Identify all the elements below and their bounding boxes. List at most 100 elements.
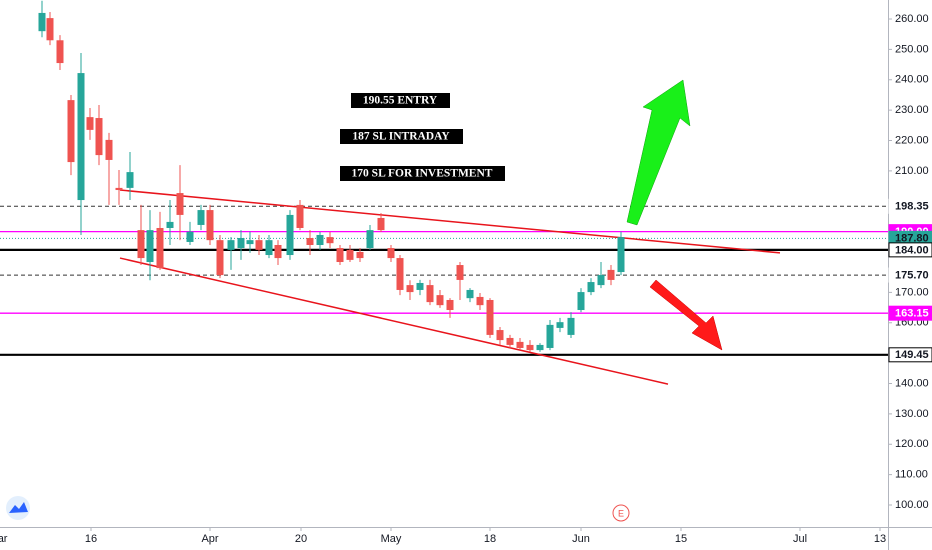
- candle-body: [227, 240, 235, 250]
- level-label: 184.00: [895, 244, 929, 256]
- candle-body: [274, 245, 282, 259]
- candle-body: [476, 296, 484, 306]
- candle-body: [617, 237, 625, 273]
- candle-body: [496, 330, 504, 341]
- level-label-box: [888, 267, 932, 283]
- candle-body: [186, 231, 194, 242]
- candle-body: [456, 265, 464, 280]
- candle-body: [115, 187, 123, 191]
- level-label: 187.80: [895, 233, 929, 245]
- x-tick-label: 15: [675, 533, 687, 545]
- candle-body: [156, 227, 164, 269]
- up-arrow: [626, 79, 691, 226]
- x-tick-label: Mar: [0, 533, 8, 545]
- y-tick-label: 210.00: [895, 165, 929, 177]
- candle-body: [237, 238, 245, 249]
- annotation-box: [351, 93, 450, 108]
- candle-body: [587, 282, 595, 293]
- candle-body: [95, 118, 103, 156]
- annotation-box: [340, 129, 463, 144]
- trend-line: [119, 257, 669, 385]
- y-tick-label: 230.00: [895, 104, 929, 116]
- x-tick-label: 20: [295, 533, 307, 545]
- candle-body: [356, 251, 364, 259]
- y-tick-label: 120.00: [895, 438, 929, 450]
- candle-body: [546, 324, 554, 348]
- y-tick-label: 170.00: [895, 286, 929, 298]
- level-label-box: [888, 242, 932, 258]
- level-label: 175.70: [895, 269, 929, 281]
- candle-body: [286, 214, 294, 256]
- candle-body: [556, 322, 564, 328]
- y-tick-label: 240.00: [895, 74, 929, 86]
- annotation: 190.55 ENTRY: [363, 95, 438, 107]
- y-tick-label: 140.00: [895, 377, 929, 389]
- candle-body: [567, 317, 575, 335]
- candle-body: [607, 269, 615, 280]
- annotation: 170 SL FOR INVESTMENT: [352, 168, 493, 180]
- candle-body: [86, 117, 94, 130]
- candle-body: [377, 217, 385, 231]
- x-tick-label: May: [381, 533, 402, 545]
- y-tick-label: 220.00: [895, 134, 929, 146]
- y-tick-label: 100.00: [895, 499, 929, 511]
- candle-body: [316, 234, 324, 246]
- plot-area: [0, 0, 888, 385]
- candle-body: [326, 237, 334, 244]
- candle-body: [346, 249, 354, 260]
- trend-line: [119, 189, 781, 254]
- annotation-box: [340, 166, 505, 181]
- candle-body: [577, 292, 585, 311]
- candle-body: [526, 344, 534, 351]
- level-label-box: [888, 305, 932, 321]
- x-tick-label: Jul: [793, 533, 807, 545]
- x-tick-label: Jun: [572, 533, 590, 545]
- annotation: 187 SL INTRADAY: [352, 131, 450, 143]
- x-tick-label: Apr: [201, 533, 218, 545]
- candle-body: [436, 295, 444, 306]
- down-arrow: [649, 279, 723, 351]
- level-label: 163.15: [895, 308, 929, 320]
- candle-body: [416, 282, 424, 290]
- candle-body: [56, 40, 64, 64]
- candle-body: [506, 337, 514, 345]
- candle-body: [197, 210, 205, 225]
- candle-body: [105, 139, 113, 160]
- candle-body: [137, 230, 145, 259]
- candle-body: [246, 240, 254, 245]
- candle-body: [366, 230, 374, 249]
- level-label: 198.35: [895, 201, 929, 213]
- candle-body: [296, 204, 304, 228]
- candle-body: [466, 289, 474, 299]
- y-tick-label: 250.00: [895, 43, 929, 55]
- candle-body: [38, 12, 46, 32]
- candle-body: [387, 248, 395, 259]
- candle-body: [126, 172, 134, 188]
- candle-body: [406, 285, 414, 293]
- candle-body: [46, 18, 54, 41]
- x-tick-label: 18: [484, 533, 496, 545]
- candle-body: [216, 240, 224, 276]
- level-label-box: [888, 198, 932, 214]
- candle-body: [536, 344, 544, 351]
- earnings-marker-label: E: [618, 508, 624, 518]
- candle-body: [516, 341, 524, 348]
- candle-body: [265, 240, 273, 256]
- candle-body: [206, 210, 214, 241]
- candle-body: [396, 258, 404, 290]
- candle-body: [446, 299, 454, 311]
- candle-body: [486, 299, 494, 335]
- x-tick-label: 13: [874, 533, 886, 545]
- candle-body: [597, 275, 605, 286]
- candle-body: [146, 230, 154, 263]
- level-label: 149.45: [895, 349, 929, 361]
- level-label-box: [888, 347, 932, 363]
- y-tick-label: 110.00: [895, 469, 928, 481]
- candle-body: [77, 73, 85, 201]
- y-tick-label: 130.00: [895, 408, 929, 420]
- candle-body: [166, 221, 174, 228]
- earnings-marker[interactable]: [612, 504, 630, 522]
- candle-body: [306, 238, 314, 246]
- candle-body: [67, 100, 75, 163]
